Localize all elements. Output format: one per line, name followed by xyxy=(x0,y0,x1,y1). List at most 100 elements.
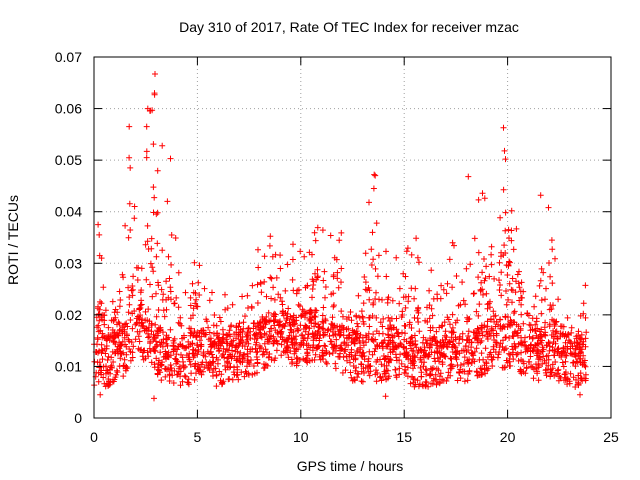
data-point xyxy=(138,265,145,272)
data-point xyxy=(95,221,102,228)
data-point xyxy=(385,331,391,338)
data-point xyxy=(338,229,345,236)
data-point xyxy=(191,328,198,335)
data-point xyxy=(373,314,380,321)
data-point xyxy=(265,309,272,316)
data-point xyxy=(558,349,565,356)
data-point xyxy=(203,316,210,323)
data-point xyxy=(577,375,584,382)
data-point xyxy=(195,279,202,286)
data-point xyxy=(270,333,277,340)
data-point xyxy=(175,371,181,378)
data-point xyxy=(413,344,420,351)
data-point xyxy=(495,321,502,328)
grid-lines xyxy=(94,57,611,418)
data-point xyxy=(289,256,296,263)
data-point xyxy=(454,317,461,324)
data-point xyxy=(244,331,250,338)
data-point xyxy=(233,342,239,349)
data-point xyxy=(134,277,141,283)
data-point xyxy=(237,359,244,366)
data-point xyxy=(449,239,456,246)
data-point xyxy=(278,341,285,348)
data-point xyxy=(380,315,387,322)
data-point xyxy=(428,380,434,387)
data-point xyxy=(216,314,223,321)
data-point xyxy=(210,358,217,365)
data-point xyxy=(483,263,490,270)
data-point xyxy=(164,198,171,205)
data-point xyxy=(193,332,200,339)
data-point xyxy=(460,347,467,354)
data-point xyxy=(459,279,466,286)
data-point xyxy=(502,314,509,321)
data-point xyxy=(374,273,381,280)
data-point xyxy=(377,356,383,363)
data-point xyxy=(447,355,454,362)
data-point xyxy=(213,354,220,361)
data-point xyxy=(500,337,506,344)
data-point xyxy=(139,353,146,360)
data-point xyxy=(476,330,483,337)
data-point xyxy=(299,332,306,339)
data-point xyxy=(193,296,200,303)
data-point xyxy=(310,278,317,285)
data-point xyxy=(508,227,515,234)
data-point xyxy=(366,372,373,379)
data-point xyxy=(509,343,516,350)
data-point xyxy=(501,364,507,371)
data-point xyxy=(209,369,216,376)
data-point xyxy=(485,365,492,372)
data-point xyxy=(530,345,537,352)
data-point xyxy=(562,369,569,376)
data-point xyxy=(495,351,502,358)
data-point xyxy=(142,241,149,248)
data-point xyxy=(97,298,103,305)
data-point xyxy=(429,324,436,331)
data-point xyxy=(338,265,345,272)
data-point xyxy=(403,248,410,255)
data-point xyxy=(376,296,382,303)
data-point xyxy=(426,287,433,294)
data-point xyxy=(537,192,544,199)
data-point xyxy=(402,363,408,370)
data-point xyxy=(235,329,242,336)
data-point xyxy=(461,354,468,361)
data-point xyxy=(157,349,164,356)
data-point xyxy=(126,123,133,130)
data-point xyxy=(552,255,558,262)
data-point xyxy=(249,282,256,289)
data-point xyxy=(547,273,554,280)
data-point xyxy=(294,287,301,294)
data-point xyxy=(531,303,538,310)
data-point xyxy=(119,322,126,329)
data-point xyxy=(509,275,516,282)
data-point xyxy=(355,371,362,377)
data-point xyxy=(562,358,569,365)
data-point xyxy=(140,323,147,330)
data-point xyxy=(481,366,488,373)
data-point xyxy=(536,282,543,289)
data-point xyxy=(291,345,298,352)
data-point xyxy=(131,308,138,314)
data-point xyxy=(154,240,161,247)
data-point xyxy=(347,369,354,376)
data-point xyxy=(488,356,495,363)
data-point xyxy=(356,349,363,356)
data-point xyxy=(554,336,561,342)
data-point xyxy=(256,343,263,350)
data-point xyxy=(440,351,447,357)
x-axis-label: GPS time / hours xyxy=(297,458,404,474)
data-point xyxy=(360,318,367,325)
data-point xyxy=(367,363,374,369)
data-point xyxy=(152,71,158,77)
data-point xyxy=(535,362,542,369)
data-point xyxy=(96,364,103,371)
data-point xyxy=(206,336,212,343)
data-point xyxy=(120,274,127,281)
data-point xyxy=(289,276,296,283)
data-point xyxy=(288,335,295,342)
data-point xyxy=(533,342,539,349)
data-point xyxy=(192,347,199,354)
data-point xyxy=(422,382,429,389)
